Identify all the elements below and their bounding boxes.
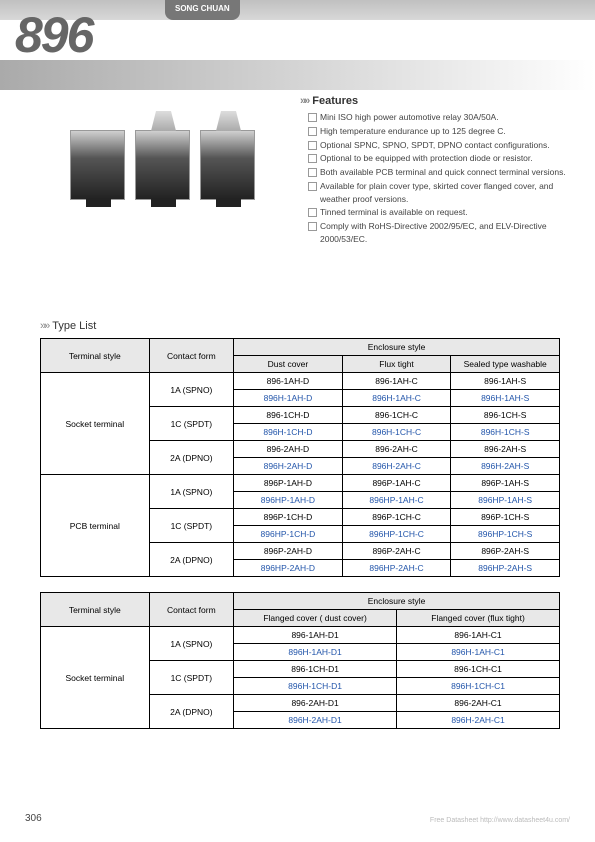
feature-item: Optional to be equipped with protection … — [308, 152, 570, 165]
feature-item: Available for plain cover type, skirted … — [308, 180, 570, 206]
features-title: »»Features — [300, 95, 570, 107]
brand-tab: SONG CHUAN — [165, 0, 240, 20]
feature-list: Mini ISO high power automotive relay 30A… — [300, 111, 570, 246]
page-number: 306 — [25, 813, 42, 824]
footer-link: Free Datasheet http://www.datasheet4u.co… — [430, 817, 570, 824]
relay-image-2 — [135, 130, 190, 200]
feature-item: High temperature endurance up to 125 deg… — [308, 125, 570, 138]
type-list-section: »»Type List Terminal styleContact formEn… — [40, 320, 560, 744]
feature-item: Both available PCB terminal and quick co… — [308, 166, 570, 179]
features-section: »»Features Mini ISO high power automotiv… — [300, 95, 570, 247]
feature-item: Mini ISO high power automotive relay 30A… — [308, 111, 570, 124]
feature-item: Tinned terminal is available on request. — [308, 206, 570, 219]
product-images — [70, 130, 255, 200]
chevron-icon: »» — [40, 320, 48, 332]
type-table-2: Terminal styleContact formEnclosure styl… — [40, 592, 560, 729]
relay-image-1 — [70, 130, 125, 200]
type-list-title: »»Type List — [40, 320, 560, 332]
feature-item: Optional SPNC, SPNO, SPDT, DPNO contact … — [308, 139, 570, 152]
model-number: 896 — [15, 10, 135, 70]
relay-image-3 — [200, 130, 255, 200]
feature-item: Comply with RoHS-Directive 2002/95/EC, a… — [308, 220, 570, 246]
type-table-1: Terminal styleContact formEnclosure styl… — [40, 338, 560, 577]
chevron-icon: »» — [300, 95, 308, 107]
